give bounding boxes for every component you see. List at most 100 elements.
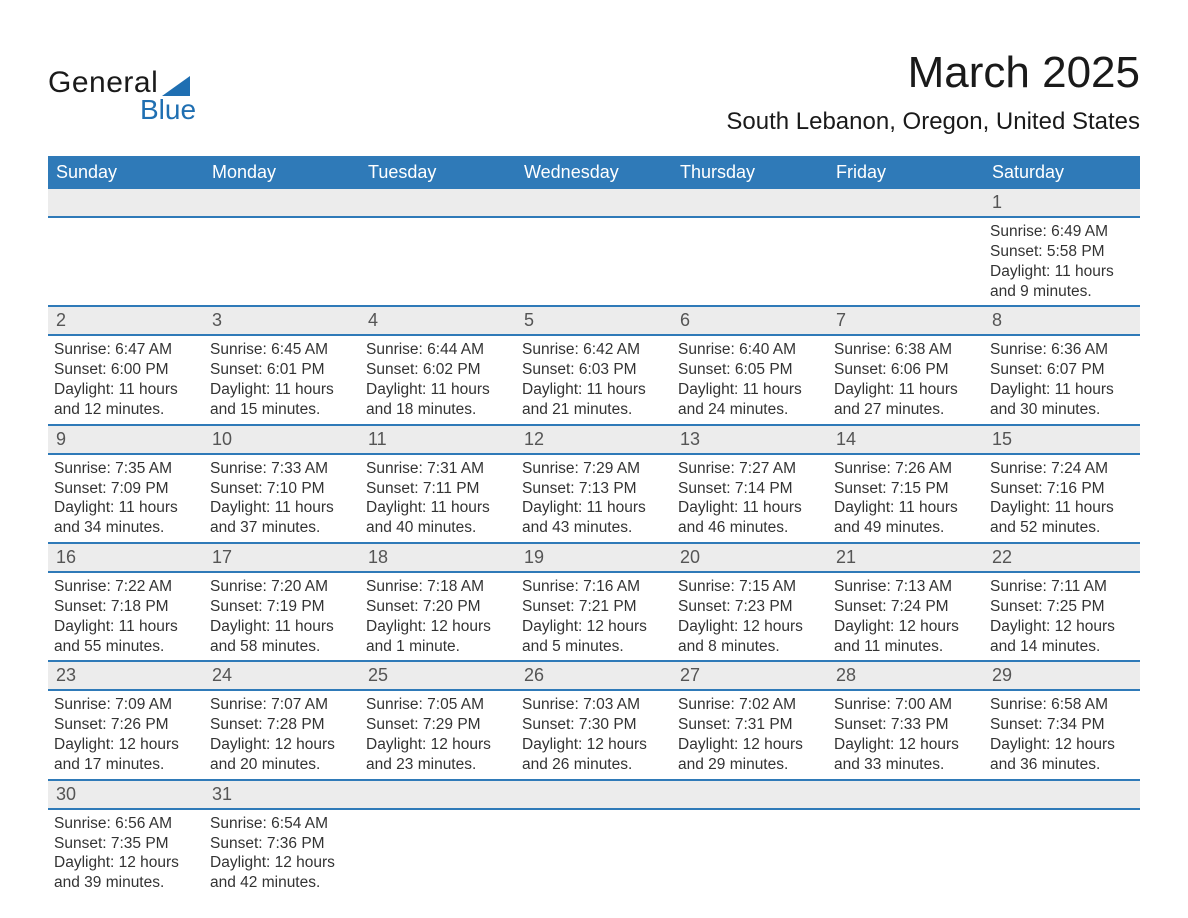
header: General Blue March 2025 South Lebanon, O… bbox=[48, 48, 1140, 148]
day-detail-cell: Sunrise: 7:24 AMSunset: 7:16 PMDaylight:… bbox=[984, 454, 1140, 543]
sunrise-text: Sunrise: 7:05 AM bbox=[366, 695, 510, 715]
day-detail-cell: Sunrise: 7:09 AMSunset: 7:26 PMDaylight:… bbox=[48, 690, 204, 779]
sunrise-text: Sunrise: 7:07 AM bbox=[210, 695, 354, 715]
sunrise-text: Sunrise: 6:38 AM bbox=[834, 340, 978, 360]
daylight-text: Daylight: 11 hours and 24 minutes. bbox=[678, 380, 822, 420]
sunset-text: Sunset: 7:25 PM bbox=[990, 597, 1134, 617]
sunrise-text: Sunrise: 7:26 AM bbox=[834, 459, 978, 479]
day-detail-cell bbox=[48, 217, 204, 306]
col-wednesday: Wednesday bbox=[516, 156, 672, 189]
sunrise-text: Sunrise: 7:15 AM bbox=[678, 577, 822, 597]
day-number-cell: 31 bbox=[204, 780, 360, 809]
sunset-text: Sunset: 7:09 PM bbox=[54, 479, 198, 499]
day-number-cell: 10 bbox=[204, 425, 360, 454]
sunrise-text: Sunrise: 6:36 AM bbox=[990, 340, 1134, 360]
sunset-text: Sunset: 6:01 PM bbox=[210, 360, 354, 380]
month-title: March 2025 bbox=[726, 48, 1140, 98]
daylight-text: Daylight: 12 hours and 42 minutes. bbox=[210, 853, 354, 893]
daylight-text: Daylight: 11 hours and 21 minutes. bbox=[522, 380, 666, 420]
sunrise-text: Sunrise: 6:40 AM bbox=[678, 340, 822, 360]
daynum-row: 9101112131415 bbox=[48, 425, 1140, 454]
day-number-cell: 11 bbox=[360, 425, 516, 454]
day-detail-cell: Sunrise: 7:22 AMSunset: 7:18 PMDaylight:… bbox=[48, 572, 204, 661]
day-detail-cell: Sunrise: 7:33 AMSunset: 7:10 PMDaylight:… bbox=[204, 454, 360, 543]
sunrise-text: Sunrise: 7:16 AM bbox=[522, 577, 666, 597]
day-number-cell: 25 bbox=[360, 661, 516, 690]
logo: General Blue bbox=[48, 66, 196, 126]
sunrise-text: Sunrise: 7:13 AM bbox=[834, 577, 978, 597]
col-saturday: Saturday bbox=[984, 156, 1140, 189]
day-detail-cell: Sunrise: 6:40 AMSunset: 6:05 PMDaylight:… bbox=[672, 335, 828, 424]
sunset-text: Sunset: 7:15 PM bbox=[834, 479, 978, 499]
day-number-cell bbox=[360, 780, 516, 809]
day-detail-cell: Sunrise: 6:54 AMSunset: 7:36 PMDaylight:… bbox=[204, 809, 360, 897]
day-detail-cell: Sunrise: 7:05 AMSunset: 7:29 PMDaylight:… bbox=[360, 690, 516, 779]
day-number-cell bbox=[360, 189, 516, 217]
daynum-row: 2345678 bbox=[48, 306, 1140, 335]
sunrise-text: Sunrise: 7:02 AM bbox=[678, 695, 822, 715]
sunset-text: Sunset: 7:34 PM bbox=[990, 715, 1134, 735]
sunset-text: Sunset: 7:19 PM bbox=[210, 597, 354, 617]
sunrise-text: Sunrise: 7:03 AM bbox=[522, 695, 666, 715]
day-detail-cell bbox=[828, 809, 984, 897]
day-number-cell: 18 bbox=[360, 543, 516, 572]
sunrise-text: Sunrise: 7:22 AM bbox=[54, 577, 198, 597]
day-detail-cell: Sunrise: 6:44 AMSunset: 6:02 PMDaylight:… bbox=[360, 335, 516, 424]
day-detail-cell bbox=[672, 217, 828, 306]
day-number-cell bbox=[828, 780, 984, 809]
day-number-cell: 5 bbox=[516, 306, 672, 335]
daylight-text: Daylight: 12 hours and 33 minutes. bbox=[834, 735, 978, 775]
sunset-text: Sunset: 7:29 PM bbox=[366, 715, 510, 735]
daylight-text: Daylight: 12 hours and 29 minutes. bbox=[678, 735, 822, 775]
detail-row: Sunrise: 7:09 AMSunset: 7:26 PMDaylight:… bbox=[48, 690, 1140, 779]
detail-row: Sunrise: 6:49 AMSunset: 5:58 PMDaylight:… bbox=[48, 217, 1140, 306]
day-detail-cell: Sunrise: 7:20 AMSunset: 7:19 PMDaylight:… bbox=[204, 572, 360, 661]
daylight-text: Daylight: 11 hours and 52 minutes. bbox=[990, 498, 1134, 538]
sunset-text: Sunset: 6:05 PM bbox=[678, 360, 822, 380]
sunrise-text: Sunrise: 7:35 AM bbox=[54, 459, 198, 479]
sunrise-text: Sunrise: 6:44 AM bbox=[366, 340, 510, 360]
daylight-text: Daylight: 12 hours and 39 minutes. bbox=[54, 853, 198, 893]
sunrise-text: Sunrise: 6:45 AM bbox=[210, 340, 354, 360]
col-tuesday: Tuesday bbox=[360, 156, 516, 189]
day-number-cell: 29 bbox=[984, 661, 1140, 690]
day-detail-cell: Sunrise: 6:56 AMSunset: 7:35 PMDaylight:… bbox=[48, 809, 204, 897]
daylight-text: Daylight: 12 hours and 26 minutes. bbox=[522, 735, 666, 775]
sunrise-text: Sunrise: 7:24 AM bbox=[990, 459, 1134, 479]
day-number-cell: 7 bbox=[828, 306, 984, 335]
sunrise-text: Sunrise: 7:27 AM bbox=[678, 459, 822, 479]
day-number-cell bbox=[984, 780, 1140, 809]
day-detail-cell: Sunrise: 7:07 AMSunset: 7:28 PMDaylight:… bbox=[204, 690, 360, 779]
sunset-text: Sunset: 6:06 PM bbox=[834, 360, 978, 380]
day-number-cell: 17 bbox=[204, 543, 360, 572]
daylight-text: Daylight: 11 hours and 18 minutes. bbox=[366, 380, 510, 420]
sunset-text: Sunset: 7:21 PM bbox=[522, 597, 666, 617]
day-number-cell: 19 bbox=[516, 543, 672, 572]
sunset-text: Sunset: 6:03 PM bbox=[522, 360, 666, 380]
day-number-cell: 30 bbox=[48, 780, 204, 809]
day-number-cell bbox=[672, 189, 828, 217]
day-detail-cell: Sunrise: 7:18 AMSunset: 7:20 PMDaylight:… bbox=[360, 572, 516, 661]
daylight-text: Daylight: 11 hours and 46 minutes. bbox=[678, 498, 822, 538]
sunset-text: Sunset: 7:28 PM bbox=[210, 715, 354, 735]
location: South Lebanon, Oregon, United States bbox=[726, 108, 1140, 136]
daylight-text: Daylight: 11 hours and 27 minutes. bbox=[834, 380, 978, 420]
sunrise-text: Sunrise: 7:33 AM bbox=[210, 459, 354, 479]
detail-row: Sunrise: 7:22 AMSunset: 7:18 PMDaylight:… bbox=[48, 572, 1140, 661]
day-number-cell: 15 bbox=[984, 425, 1140, 454]
day-number-cell bbox=[516, 780, 672, 809]
sunrise-text: Sunrise: 6:56 AM bbox=[54, 814, 198, 834]
daylight-text: Daylight: 11 hours and 12 minutes. bbox=[54, 380, 198, 420]
day-detail-cell bbox=[672, 809, 828, 897]
sunset-text: Sunset: 6:02 PM bbox=[366, 360, 510, 380]
day-detail-cell: Sunrise: 7:35 AMSunset: 7:09 PMDaylight:… bbox=[48, 454, 204, 543]
daylight-text: Daylight: 11 hours and 40 minutes. bbox=[366, 498, 510, 538]
daynum-row: 16171819202122 bbox=[48, 543, 1140, 572]
sunset-text: Sunset: 7:35 PM bbox=[54, 834, 198, 854]
day-number-cell: 22 bbox=[984, 543, 1140, 572]
sunrise-text: Sunrise: 7:31 AM bbox=[366, 459, 510, 479]
day-detail-cell bbox=[516, 217, 672, 306]
sunrise-text: Sunrise: 7:00 AM bbox=[834, 695, 978, 715]
daylight-text: Daylight: 12 hours and 11 minutes. bbox=[834, 617, 978, 657]
sunrise-text: Sunrise: 7:18 AM bbox=[366, 577, 510, 597]
